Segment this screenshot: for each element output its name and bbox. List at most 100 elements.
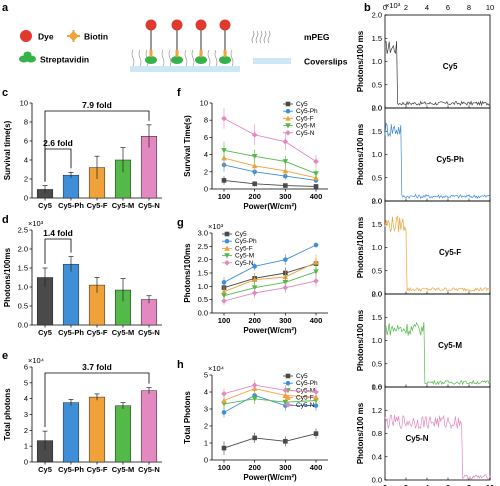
- legend-entry-cy5: Cy5: [296, 101, 308, 108]
- panel-letter-g: g: [177, 217, 184, 229]
- y-axis-label: Total photons: [3, 388, 12, 441]
- panel-c-survival-time-bars: c 0 2 4 6 8 10 Survival time(s) Cy5 Cy5-Ph Cy5-F Cy…: [2, 87, 162, 210]
- y-exponent-label: ×10⁴: [28, 356, 44, 365]
- trace-frame-cy5-n: [384, 386, 491, 481]
- legend-marker: [285, 130, 291, 136]
- y-exponent-label: ×10³: [28, 219, 44, 228]
- fold-annotation: 2.6 fold: [43, 138, 73, 148]
- x-tick-label: 200: [248, 316, 261, 325]
- legend-marker: [285, 101, 291, 107]
- data-point: [221, 293, 227, 299]
- legend-marker: [224, 245, 230, 251]
- data-point: [251, 276, 258, 282]
- y-tick-label: 2.0: [198, 255, 208, 264]
- legend-entry-cy5-f: Cy5-F: [296, 395, 314, 402]
- y-tick-label: 6: [204, 133, 208, 142]
- panel-letter-h: h: [177, 359, 184, 371]
- x-tick-label: 200: [248, 463, 261, 472]
- trace-name-cy5-m: Cy5-M: [438, 341, 462, 350]
- y-tick-label: 1.5: [198, 269, 208, 278]
- y-tick-label: 0.0: [372, 104, 382, 113]
- x-tick-label: Cy5-M: [112, 328, 135, 337]
- x-tick-label: 300: [279, 463, 292, 472]
- series-line-cy5-m: [223, 271, 317, 297]
- y-tick-label: 3: [204, 405, 208, 414]
- x-exponent-label: ×10³: [385, 1, 401, 10]
- top-tick-label: 4: [425, 3, 429, 12]
- y-axis-label: Photons/100 ms: [356, 309, 365, 371]
- y-tick-label: 0.0: [18, 321, 28, 330]
- biotin-label: Biotin: [84, 32, 108, 42]
- series-line-cy5: [223, 179, 317, 187]
- trace-frame-cy5: [384, 14, 491, 109]
- x-tick-label: 400: [310, 316, 323, 325]
- x-tick-label: Cy5-N: [138, 328, 160, 337]
- y-tick-label: 2.0: [372, 11, 382, 20]
- surface-schematic: [130, 19, 240, 72]
- legend-marker: [285, 108, 291, 114]
- legend-entry-cy5-n: Cy5-N: [296, 130, 315, 137]
- y-tick-label: 4: [204, 150, 208, 159]
- series-line-cy5-f: [223, 388, 317, 401]
- legend-entry-cy5-ph: Cy5-Ph: [235, 238, 257, 245]
- series-line-cy5: [223, 263, 317, 289]
- y-tick-label: 1.5: [372, 220, 382, 229]
- panel-f-survival-vs-power: f 0 2 4 6 8 10 Survival Time(s) 100 200 300 400 Powe…: [177, 87, 328, 211]
- data-point: [313, 242, 319, 248]
- data-point: [251, 290, 258, 296]
- y-axis-label: Photons/100ms: [3, 247, 12, 307]
- y-tick-label: 1.2: [372, 406, 382, 415]
- data-point: [221, 445, 227, 451]
- data-point: [282, 387, 289, 394]
- legend-entry-cy5: Cy5: [296, 373, 308, 380]
- trace-line-cy5-m: [384, 321, 491, 386]
- panel-e-total-photons-bars: e 0 1 2 3 4 5 6 Total photons ×10⁴ Cy5 Cy5-Ph Cy5-F C…: [2, 350, 162, 474]
- data-point: [221, 397, 227, 403]
- series-line-cy5-n: [223, 384, 317, 395]
- legend-marker: [224, 231, 230, 237]
- y-tick-label: 2.0: [18, 245, 28, 254]
- x-tick-label: Cy5-F: [87, 465, 108, 474]
- data-point: [313, 259, 319, 265]
- trace-frame-cy5-f: [384, 200, 491, 295]
- data-point: [221, 178, 227, 183]
- top-tick-label: 8: [467, 3, 471, 12]
- x-tick-label: 400: [310, 192, 323, 201]
- y-tick-label: 0.0: [372, 383, 382, 392]
- y-axis-label: Photons/100 ms: [356, 30, 365, 92]
- x-tick-label: 100: [218, 316, 231, 325]
- bar-cy5-m: [114, 405, 132, 463]
- y-tick-label: 0: [204, 456, 208, 465]
- data-point: [221, 298, 227, 304]
- fold-annotation: 1.4 fold: [43, 228, 73, 238]
- series-line-cy5-n: [223, 280, 317, 302]
- series-line-cy5-m: [223, 149, 317, 174]
- x-tick-label: Cy5: [38, 328, 52, 337]
- data-point: [282, 159, 289, 165]
- y-tick-label: 1.5: [372, 34, 382, 43]
- legend-entry-cy5-m: Cy5-M: [296, 123, 315, 130]
- y-tick-label: 8: [204, 116, 208, 125]
- y-tick-label: 2.0: [372, 197, 382, 206]
- data-point: [252, 181, 257, 187]
- y-tick-label: 1.0: [18, 283, 28, 292]
- x-tick-label: 8: [467, 483, 471, 486]
- x-tick-label: 100: [218, 192, 231, 201]
- y-tick-label: 1: [204, 439, 208, 448]
- panel-letter-e: e: [2, 350, 8, 362]
- dye-conjugate-2: [171, 19, 183, 64]
- streptavidin-icon: [19, 51, 36, 63]
- y-tick-label: 10: [20, 99, 28, 108]
- legend-entry-cy5-n: Cy5-N: [235, 260, 254, 267]
- y-tick-label: 0.5: [372, 80, 382, 89]
- x-tick-label: 300: [279, 316, 292, 325]
- y-axis-label: Survival Time(s): [183, 115, 192, 177]
- data-point: [251, 154, 258, 160]
- panel-letter-f: f: [177, 87, 181, 99]
- data-point: [282, 168, 289, 174]
- y-tick-label: 0.5: [18, 302, 28, 311]
- legend-marker: [224, 238, 230, 244]
- data-point: [221, 390, 227, 397]
- panel-g-photons-vs-power: g 0.0 0.5 1.0 1.5 2.0 2.5 3.0 Photons/100ms ×10³ 1…: [177, 217, 328, 335]
